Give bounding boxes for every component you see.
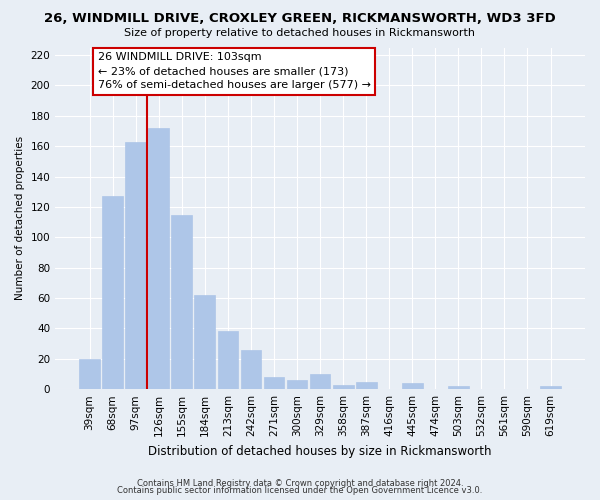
Bar [102,196,123,389]
Text: 26, WINDMILL DRIVE, CROXLEY GREEN, RICKMANSWORTH, WD3 3FD: 26, WINDMILL DRIVE, CROXLEY GREEN, RICKM… [44,12,556,26]
X-axis label: Distribution of detached houses by size in Rickmansworth: Distribution of detached houses by size … [148,444,492,458]
Text: Contains HM Land Registry data © Crown copyright and database right 2024.: Contains HM Land Registry data © Crown c… [137,478,463,488]
Bar [402,383,422,389]
Bar [148,128,169,389]
Bar [356,382,377,389]
Bar [241,350,262,389]
Text: Size of property relative to detached houses in Rickmansworth: Size of property relative to detached ho… [125,28,476,38]
Bar [333,384,353,389]
Bar [79,359,100,389]
Bar [310,374,331,389]
Bar [263,377,284,389]
Bar [448,386,469,389]
Bar [194,295,215,389]
Text: 26 WINDMILL DRIVE: 103sqm
← 23% of detached houses are smaller (173)
76% of semi: 26 WINDMILL DRIVE: 103sqm ← 23% of detac… [98,52,371,90]
Text: Contains public sector information licensed under the Open Government Licence v3: Contains public sector information licen… [118,486,482,495]
Bar [218,332,238,389]
Y-axis label: Number of detached properties: Number of detached properties [15,136,25,300]
Bar [172,214,192,389]
Bar [287,380,307,389]
Bar [125,142,146,389]
Bar [540,386,561,389]
